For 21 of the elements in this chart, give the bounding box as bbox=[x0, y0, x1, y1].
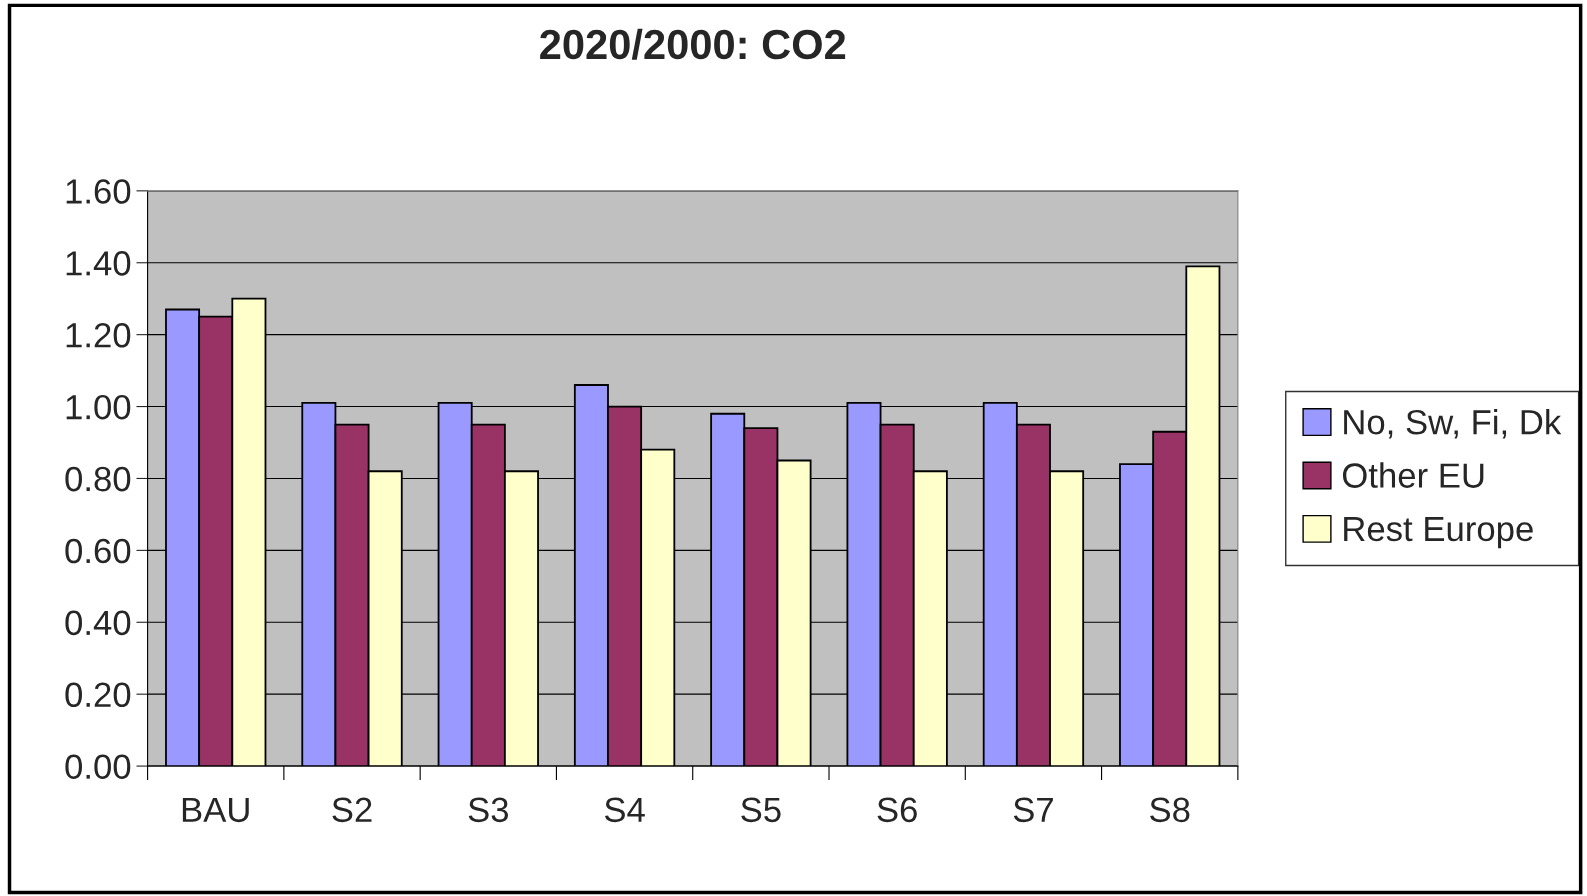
x-tick-label: S5 bbox=[741, 797, 781, 823]
y-tick-label: 1.00 bbox=[66, 394, 131, 420]
x-tick-label: S7 bbox=[1013, 797, 1053, 823]
y-tick-label: 0.80 bbox=[65, 466, 131, 492]
x-tick-label: S3 bbox=[468, 797, 509, 823]
y-tick-label: 1.20 bbox=[66, 322, 131, 348]
y-tick-label: 1.40 bbox=[66, 251, 131, 276]
x-tick-label: S8 bbox=[1150, 797, 1190, 823]
y-tick-label: 0.20 bbox=[65, 682, 131, 708]
legend-label: Rest Europe bbox=[1344, 517, 1533, 549]
chart-title: 2020/2000: CO2 bbox=[540, 28, 846, 60]
y-tick-label: 0.40 bbox=[65, 610, 131, 636]
y-tick-label: 0.00 bbox=[65, 754, 131, 779]
y-tick-label: 0.60 bbox=[65, 538, 131, 564]
x-tick-label: BAU bbox=[182, 797, 249, 823]
legend-label: No, Sw, Fi, Dk bbox=[1344, 408, 1562, 439]
x-tick-label: S2 bbox=[332, 797, 372, 823]
legend-label: Other EU bbox=[1342, 462, 1484, 488]
x-tick-label: S6 bbox=[877, 797, 917, 823]
x-tick-label: S4 bbox=[604, 797, 645, 823]
y-tick-label: 1.60 bbox=[66, 179, 131, 204]
